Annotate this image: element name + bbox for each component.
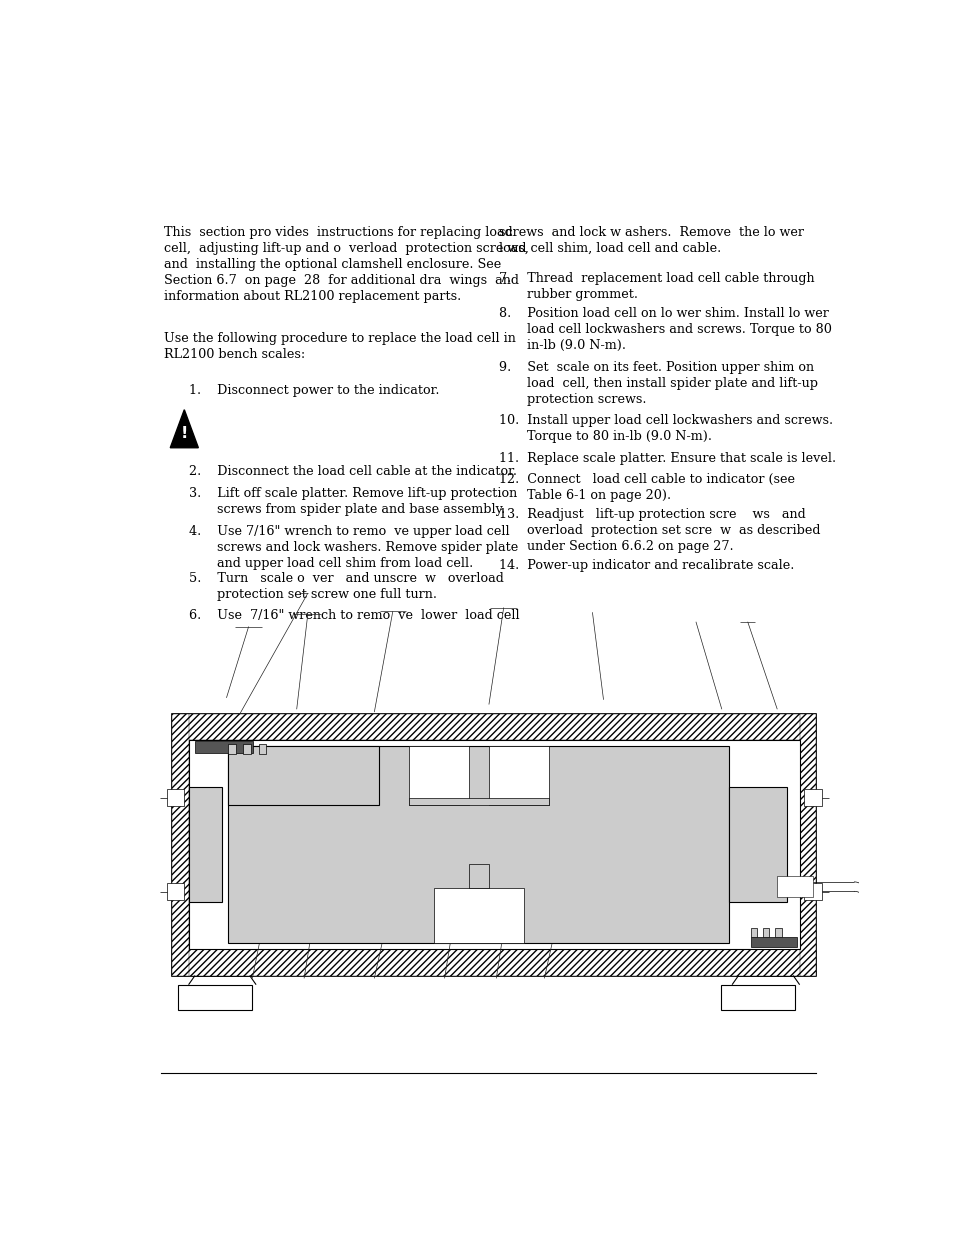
Bar — [167, 789, 184, 806]
Text: 10.  Install upper load cell lockwashers and screws.
       Torque to 80 in-lb (: 10. Install upper load cell lockwashers … — [498, 415, 832, 443]
Bar — [172, 950, 815, 976]
Bar — [258, 745, 266, 755]
Bar — [243, 745, 251, 755]
Bar — [167, 883, 184, 900]
Bar — [729, 787, 786, 903]
Bar — [799, 714, 815, 976]
Bar — [194, 741, 253, 752]
Text: !: ! — [180, 426, 188, 441]
Bar — [803, 883, 821, 900]
Bar — [228, 746, 378, 805]
Text: 7.    Thread  replacement load cell cable through
       rubber grommet.: 7. Thread replacement load cell cable th… — [498, 272, 813, 301]
Bar — [228, 745, 235, 755]
Text: 12.  Connect   load cell cable to indicator (see
       Table 6-1 on page 20).: 12. Connect load cell cable to indicator… — [498, 473, 794, 503]
Text: This  section pro vides  instructions for replacing load
cell,  adjusting lift-u: This section pro vides instructions for … — [164, 226, 528, 303]
Text: screws  and lock w ashers.  Remove  the lo wer
load cell shim, load cell and cab: screws and lock w ashers. Remove the lo … — [498, 226, 802, 256]
Bar — [762, 929, 769, 937]
Text: 2.    Disconnect the load cell cable at the indicator.: 2. Disconnect the load cell cable at the… — [190, 464, 517, 478]
Text: 4.    Use 7/16" wrench to remo  ve upper load cell
       screws and lock washer: 4. Use 7/16" wrench to remo ve upper loa… — [190, 525, 518, 569]
Text: 1.    Disconnect power to the indicator.: 1. Disconnect power to the indicator. — [190, 384, 439, 396]
Text: Use the following procedure to replace the load cell in
RL2100 bench scales:: Use the following procedure to replace t… — [164, 332, 515, 361]
Bar — [720, 984, 795, 1009]
Bar — [172, 714, 815, 740]
Bar — [750, 937, 796, 947]
Text: 13.  Readjust   lift-up protection scre    ws   and
       overload  protection : 13. Readjust lift-up protection scre ws … — [498, 508, 820, 552]
Text: 3.    Lift off scale platter. Remove lift-up protection
       screws from spide: 3. Lift off scale platter. Remove lift-u… — [190, 487, 517, 516]
Bar — [408, 798, 548, 805]
Text: 8.    Position load cell on lo wer shim. Install lo wer
       load cell lockwas: 8. Position load cell on lo wer shim. In… — [498, 308, 831, 352]
Bar — [189, 740, 799, 950]
Bar — [178, 984, 252, 1009]
Bar — [172, 714, 815, 976]
Bar — [434, 888, 523, 944]
Bar — [777, 876, 812, 897]
Bar — [468, 864, 488, 888]
Text: 6.    Use  7/16" wrench to remo  ve  lower  load cell: 6. Use 7/16" wrench to remo ve lower loa… — [190, 609, 519, 622]
Text: 5.    Turn   scale o  ver   and unscre  w   overload
       protection set screw: 5. Turn scale o ver and unscre w overloa… — [190, 572, 504, 601]
Polygon shape — [170, 410, 198, 448]
Bar — [803, 789, 821, 806]
Text: 11.  Replace scale platter. Ensure that scale is level.: 11. Replace scale platter. Ensure that s… — [498, 452, 835, 464]
Bar — [189, 787, 222, 903]
Bar — [408, 746, 468, 805]
Bar — [172, 714, 189, 976]
Text: 14.  Power-up indicator and recalibrate scale.: 14. Power-up indicator and recalibrate s… — [498, 559, 793, 572]
Bar — [228, 746, 729, 944]
Bar — [750, 929, 757, 937]
Text: 9.    Set  scale on its feet. Position upper shim on
       load  cell, then ins: 9. Set scale on its feet. Position upper… — [498, 361, 817, 406]
Bar — [488, 746, 548, 805]
Bar — [774, 929, 781, 937]
